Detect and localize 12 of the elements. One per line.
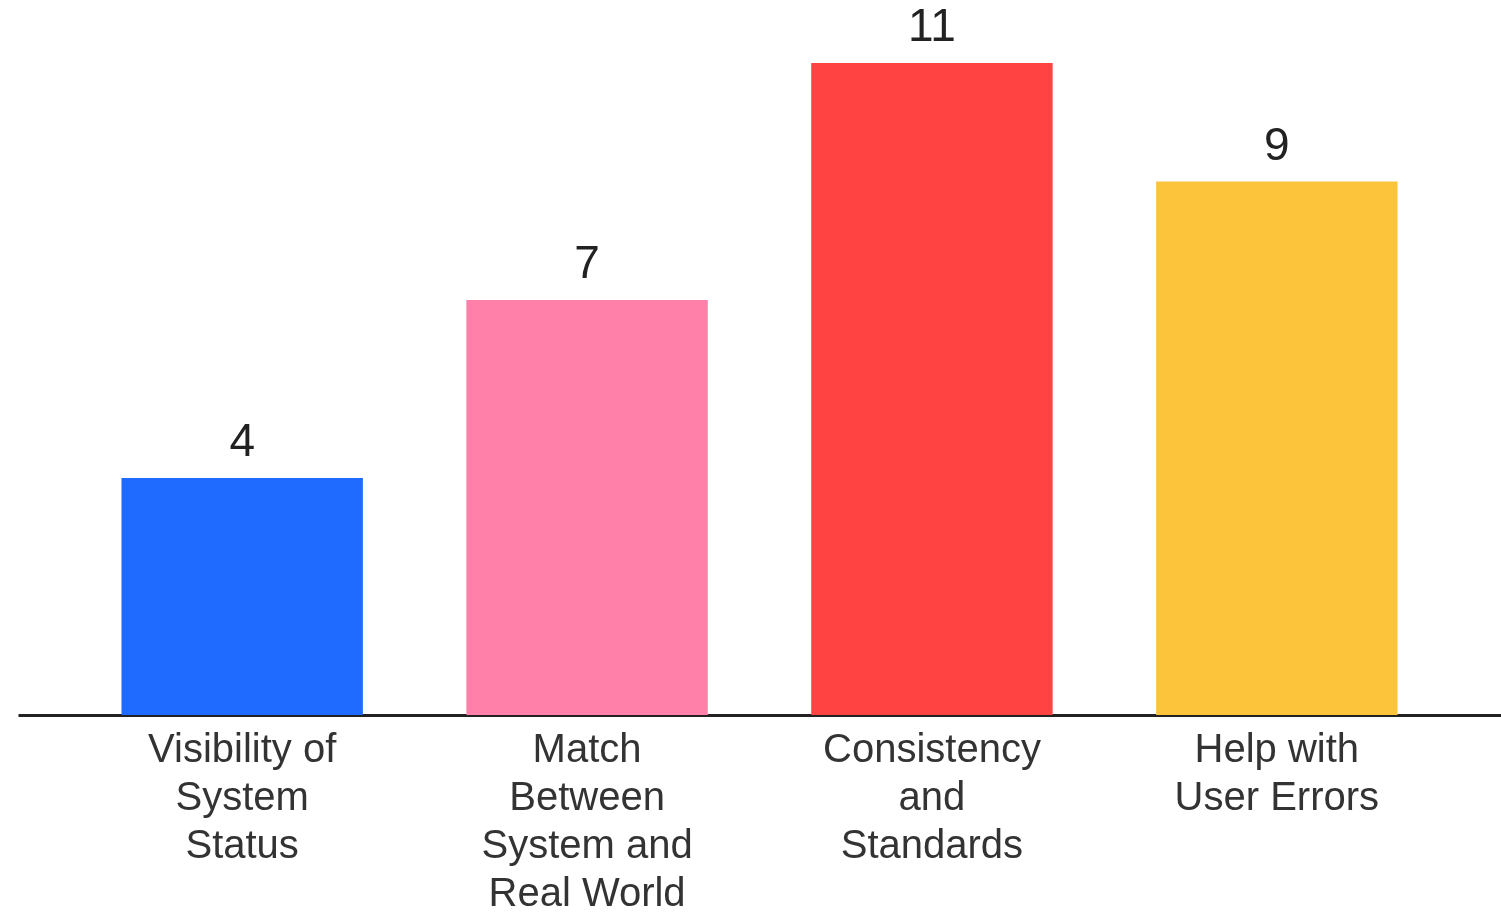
bar	[121, 477, 363, 715]
data-label: 7	[574, 236, 600, 289]
bar	[811, 63, 1053, 715]
data-label: 9	[1264, 117, 1290, 170]
x-tick-label: Consistency and Standards	[823, 725, 1041, 866]
data-label: 11	[908, 0, 956, 51]
x-tick-label: Match Between System and Real World	[481, 725, 693, 914]
bar	[466, 300, 708, 715]
x-tick-label: Help with User Errors	[1174, 725, 1380, 818]
x-tick-label: Visibility of System Status	[148, 725, 338, 866]
data-label: 4	[229, 413, 255, 466]
bar	[1156, 181, 1398, 715]
